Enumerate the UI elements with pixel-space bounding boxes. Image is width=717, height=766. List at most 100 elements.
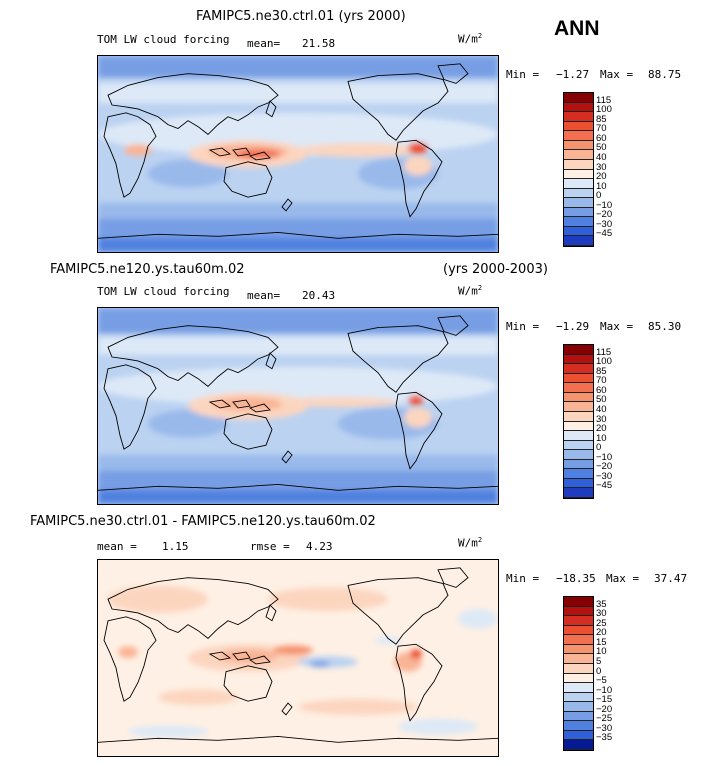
- colorbar-tick-label: −20: [596, 209, 613, 221]
- colorbar-segment: [564, 373, 593, 384]
- colorbar-tick-label: −30: [596, 470, 613, 482]
- colorbar-tick-label: 85: [596, 365, 607, 377]
- panel1-max-label: Max =: [600, 68, 634, 81]
- panel3-rmse-label: rmse =: [250, 540, 290, 553]
- colorbar-tick-label: 20: [596, 171, 607, 183]
- colorbar-tick-label: −30: [596, 722, 613, 734]
- panel3-max-value: 37.47: [654, 572, 688, 585]
- panel2-max-label: Max =: [600, 320, 634, 333]
- panel3-title: FAMIPC5.ne30.ctrl.01 - FAMIPC5.ne120.ys.…: [30, 514, 376, 529]
- colorbar-tick-label: 50: [596, 394, 607, 406]
- panel1-units: W/m2: [458, 32, 483, 46]
- colorbar-segment: [564, 392, 593, 403]
- colorbar-segment: [564, 616, 593, 626]
- panel2-map: [97, 307, 499, 505]
- panel3-min-label: Min =: [506, 572, 540, 585]
- colorbar-tick-label: 100: [596, 356, 612, 368]
- colorbar-segment: [564, 673, 593, 684]
- colorbar-segment: [564, 383, 593, 393]
- colorbar-tick-label: −35: [596, 732, 613, 744]
- panel2-mean-label: mean=: [247, 289, 281, 302]
- colorbar-segment: [564, 140, 593, 151]
- colorbar-tick-label: −10: [596, 451, 613, 463]
- colorbar-tick-label: 60: [596, 132, 607, 144]
- panel1-title: FAMIPC5.ne30.ctrl.01 (yrs 2000): [196, 9, 406, 24]
- colorbar-tick-label: 10: [596, 180, 607, 192]
- colorbar-tick-label: 30: [596, 161, 607, 173]
- colorbar-tick-label: 10: [596, 646, 607, 658]
- colorbar-segment: [564, 730, 593, 741]
- colorbar-segment: [564, 711, 593, 722]
- colorbar-tick-label: 115: [596, 346, 612, 358]
- colorbar-segment: [564, 93, 593, 103]
- colorbar-segment: [564, 131, 593, 141]
- colorbar-segment: [564, 459, 593, 470]
- panel3-mean-label: mean =: [97, 540, 137, 553]
- panel1-min-label: Min =: [506, 68, 540, 81]
- colorbar-segment: [564, 421, 593, 432]
- colorbar-segment: [564, 635, 593, 645]
- colorbar-segment: [564, 692, 593, 703]
- colorbar-tick-label: −10: [596, 684, 613, 696]
- panel3-colorbar: [563, 596, 594, 751]
- colorbar-segment: [564, 207, 593, 218]
- colorbar-tick-label: 115: [596, 94, 612, 106]
- colorbar-segment: [564, 236, 593, 246]
- colorbar-segment: [564, 440, 593, 451]
- colorbar-segment: [564, 469, 593, 479]
- colorbar-tick-label: 70: [596, 123, 607, 135]
- panel2-mean-value: 20.43: [302, 289, 336, 302]
- colorbar-tick-label: −20: [596, 703, 613, 715]
- colorbar-segment: [564, 740, 593, 750]
- colorbar-tick-label: 40: [596, 403, 607, 415]
- panel2-max-value: 85.30: [648, 320, 682, 333]
- colorbar-tick-label: 0: [596, 442, 602, 454]
- panel1-map: [97, 55, 499, 253]
- panel1-mean-value: 21.58: [302, 37, 336, 50]
- colorbar-tick-label: 85: [596, 113, 607, 125]
- colorbar-segment: [564, 179, 593, 189]
- colorbar-tick-label: 25: [596, 617, 607, 629]
- colorbar-tick-label: −5: [596, 675, 607, 687]
- panel3-mean-value: 1.15: [162, 540, 189, 553]
- colorbar-tick-label: −20: [596, 461, 613, 473]
- colorbar-tick-label: 40: [596, 151, 607, 163]
- colorbar-tick-label: −15: [596, 694, 613, 706]
- panel3-rmse-value: 4.23: [306, 540, 333, 553]
- colorbar-segment: [564, 345, 593, 355]
- colorbar-tick-label: −25: [596, 713, 613, 725]
- panel1-min-value: −1.27: [556, 68, 590, 81]
- colorbar-segment: [564, 431, 593, 441]
- colorbar-segment: [564, 159, 593, 170]
- colorbar-segment: [564, 364, 593, 374]
- colorbar-segment: [564, 102, 593, 113]
- panel2-units: W/m2: [458, 284, 483, 298]
- panel2-min-label: Min =: [506, 320, 540, 333]
- colorbar-segment: [564, 450, 593, 460]
- colorbar-segment: [564, 478, 593, 489]
- colorbar-segment: [564, 702, 593, 712]
- colorbar-segment: [564, 606, 593, 617]
- colorbar-tick-label: 15: [596, 636, 607, 648]
- colorbar-segment: [564, 721, 593, 731]
- colorbar-tick-label: 0: [596, 190, 602, 202]
- panel1-variable: TOM LW cloud forcing: [97, 33, 230, 46]
- colorbar-segment: [564, 488, 593, 498]
- colorbar-tick-label: 0: [596, 665, 602, 677]
- colorbar-tick-label: −45: [596, 480, 613, 492]
- colorbar-segment: [564, 402, 593, 412]
- colorbar-segment: [564, 663, 593, 674]
- colorbar-tick-label: −45: [596, 228, 613, 240]
- panel3-min-value: −18.35: [556, 572, 596, 585]
- colorbar-segment: [564, 169, 593, 180]
- season-label: ANN: [554, 17, 600, 40]
- panel3-map: [97, 559, 499, 757]
- colorbar-tick-label: 100: [596, 104, 612, 116]
- panel2-min-value: −1.29: [556, 320, 590, 333]
- colorbar-tick-label: −30: [596, 218, 613, 230]
- colorbar-segment: [564, 217, 593, 227]
- colorbar-segment: [564, 411, 593, 422]
- colorbar-segment: [564, 654, 593, 664]
- colorbar-tick-label: 20: [596, 423, 607, 435]
- colorbar-tick-label: 10: [596, 432, 607, 444]
